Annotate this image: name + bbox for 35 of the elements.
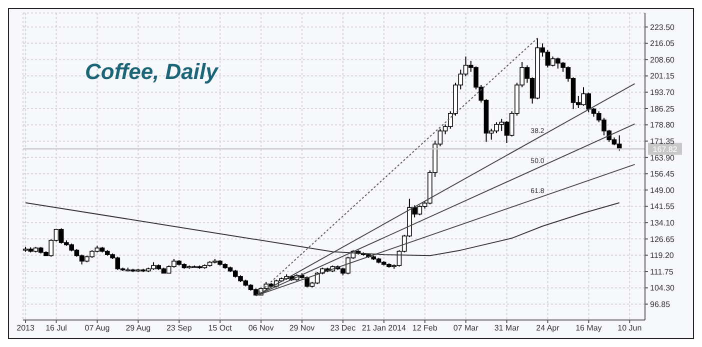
y-tick-label: 163.90: [650, 153, 676, 162]
y-tick-label: 201.15: [650, 72, 676, 81]
y-tick-label: 178.80: [650, 120, 676, 130]
x-tick-label: 23 Sep: [166, 324, 192, 333]
y-tick-label: 141.55: [650, 202, 676, 212]
x-tick-label: 24 Apr: [536, 324, 560, 333]
x-tick-label: 21 Jan 2014: [362, 324, 406, 333]
y-tick-label: 126.65: [650, 234, 676, 244]
y-tick-label: 134.10: [650, 218, 676, 228]
y-tick-label: 223.50: [650, 22, 676, 32]
y-tick-label: 156.45: [650, 170, 676, 179]
y-tick-label: 96.85: [650, 300, 671, 309]
y-tick-label: 186.25: [650, 104, 676, 114]
x-tick-label: 31 Mar: [494, 324, 520, 333]
text: Coffee, Daily: [85, 59, 218, 85]
y-tick-label: 119.20: [650, 251, 674, 260]
x-tick-label: 29 Nov: [289, 324, 315, 333]
x-tick-label: 23 Dec: [330, 324, 356, 333]
x-tick-label: 15 Oct: [208, 324, 233, 333]
x-tick-label: 06 Nov: [248, 324, 274, 333]
y-tick-label: 149.00: [650, 186, 676, 195]
y-tick-label: 104.30: [650, 284, 676, 293]
x-tick-label: 2013: [16, 324, 36, 333]
y-tick-label: 216.05: [650, 39, 676, 48]
x-tick-label: 07 Aug: [84, 324, 110, 333]
y-tick-label: 193.70: [650, 88, 676, 98]
x-tick-label: 29 Aug: [126, 324, 151, 333]
y-tick-label: 208.60: [650, 55, 676, 64]
x-tick-label: 10 Jun: [618, 324, 642, 333]
x-tick-label: 16 Jul: [46, 324, 68, 333]
x-tick-label: 16 May: [576, 324, 602, 333]
x-tick-label: 12 Feb: [412, 324, 438, 333]
y-tick-label: 111.75: [650, 267, 674, 276]
y-tick-label: 171.35: [650, 136, 676, 146]
x-tick-label: 07 Mar: [453, 324, 479, 333]
